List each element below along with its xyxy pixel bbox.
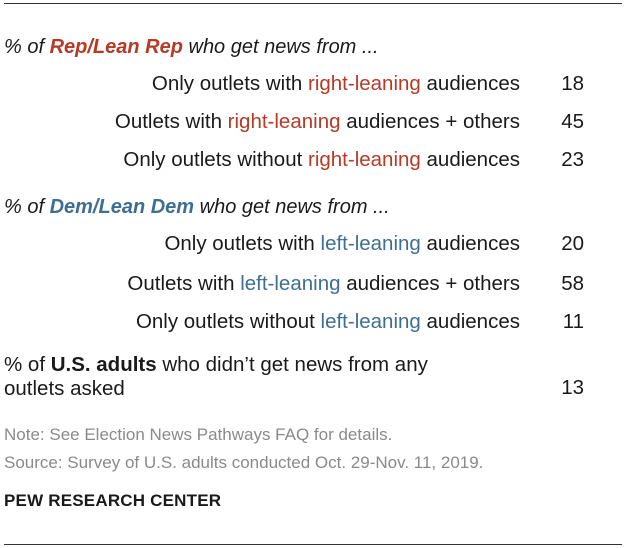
source-text: Source: Survey of U.S. adults conducted … <box>4 453 484 472</box>
us-adults-label: % of U.S. adults who didn’t get news fro… <box>4 353 428 400</box>
dem-row-label: Only outlets without left-leaning audien… <box>135 310 520 333</box>
note-text: Note: See Election News Pathways FAQ for… <box>4 425 393 444</box>
dem-row-value: 20 <box>561 232 584 255</box>
dem-row-value: 11 <box>562 310 584 333</box>
dem-section-heading: % of Dem/Lean Dem who get news from ... <box>4 196 390 218</box>
bottom-rule <box>4 544 622 545</box>
dem-row-label: Outlets with left-leaning audiences + ot… <box>127 272 520 295</box>
us-adults-value: 13 <box>561 376 584 399</box>
pew-research-center-logo: PEW RESEARCH CENTER <box>4 491 222 510</box>
rep-section-heading: % of Rep/Lean Rep who get news from ... <box>4 36 379 58</box>
dem-row-label: Only outlets with left-leaning audiences <box>164 232 520 255</box>
us-adults-group-label: U.S. adults <box>50 353 157 376</box>
rep-group-label: Rep/Lean Rep <box>49 36 183 58</box>
rep-row-label: Outlets with right-leaning audiences + o… <box>114 110 520 133</box>
dem-row-value: 58 <box>561 272 584 295</box>
rep-row-label: Only outlets without right-leaning audie… <box>123 148 520 171</box>
rep-row-value: 45 <box>561 110 584 133</box>
rep-row-value: 18 <box>561 72 584 95</box>
top-rule <box>4 3 622 4</box>
dem-group-label: Dem/Lean Dem <box>49 196 195 218</box>
rep-row-label: Only outlets with right-leaning audience… <box>151 72 520 95</box>
rep-row-value: 23 <box>561 148 584 171</box>
